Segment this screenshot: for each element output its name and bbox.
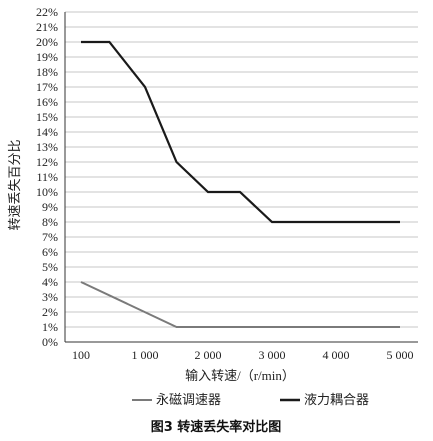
y-tick-label: 13%: [36, 140, 58, 154]
x-tick-labels: 100 1 000 2 000 3 000 4 000 5 000: [72, 348, 414, 362]
legend-label-1: 永磁调速器: [156, 392, 221, 407]
y-tick-label: 17%: [36, 80, 58, 94]
axes: [64, 12, 418, 343]
y-tick-label: 3%: [42, 290, 58, 304]
x-tick-label: 1 000: [132, 348, 159, 362]
y-tick-label: 8%: [42, 215, 58, 229]
y-tick-label: 9%: [42, 200, 58, 214]
y-tick-label: 21%: [36, 20, 58, 34]
y-tick-label: 11%: [36, 170, 58, 184]
x-tick-label: 5 000: [387, 348, 414, 362]
legend-label-2: 液力耦合器: [304, 392, 369, 407]
x-tick-label: 2 000: [195, 348, 222, 362]
x-axis-title: 输入转速/（r/min）: [185, 368, 295, 383]
x-tick-label: 3 000: [259, 348, 286, 362]
y-tick-label: 2%: [42, 305, 58, 319]
y-tick-label: 1%: [42, 320, 58, 334]
x-tick-label: 100: [72, 348, 90, 362]
y-tick-label: 0%: [42, 335, 58, 349]
y-tick-label: 4%: [42, 275, 58, 289]
series-lines: [80, 40, 400, 328]
y-tick-label: 12%: [36, 155, 58, 169]
y-tick-label: 22%: [36, 5, 58, 19]
y-tick-label: 14%: [36, 125, 58, 139]
y-tick-label: 7%: [42, 230, 58, 244]
legend: 永磁调速器 液力耦合器: [132, 392, 369, 407]
series-line-1: [80, 281, 400, 328]
series-line-2: [81, 40, 400, 224]
y-tick-label: 15%: [36, 110, 58, 124]
y-tick-label: 19%: [36, 50, 58, 64]
y-tick-label: 5%: [42, 260, 58, 274]
y-tick-label: 18%: [36, 65, 58, 79]
y-axis-title: 转速丢失百分比: [7, 139, 22, 230]
y-tick-label: 10%: [36, 185, 58, 199]
x-tick-label: 4 000: [323, 348, 350, 362]
y-tick-label: 20%: [36, 35, 58, 49]
y-tick-labels: 0%1%2%3%4%5%6%7%8%9%10%11%12%13%14%15%16…: [36, 5, 58, 349]
y-tick-label: 16%: [36, 95, 58, 109]
grid-lines: [65, 11, 418, 328]
figure-caption: 图3 转速丢失率对比图: [151, 419, 282, 435]
y-tick-label: 6%: [42, 245, 58, 259]
